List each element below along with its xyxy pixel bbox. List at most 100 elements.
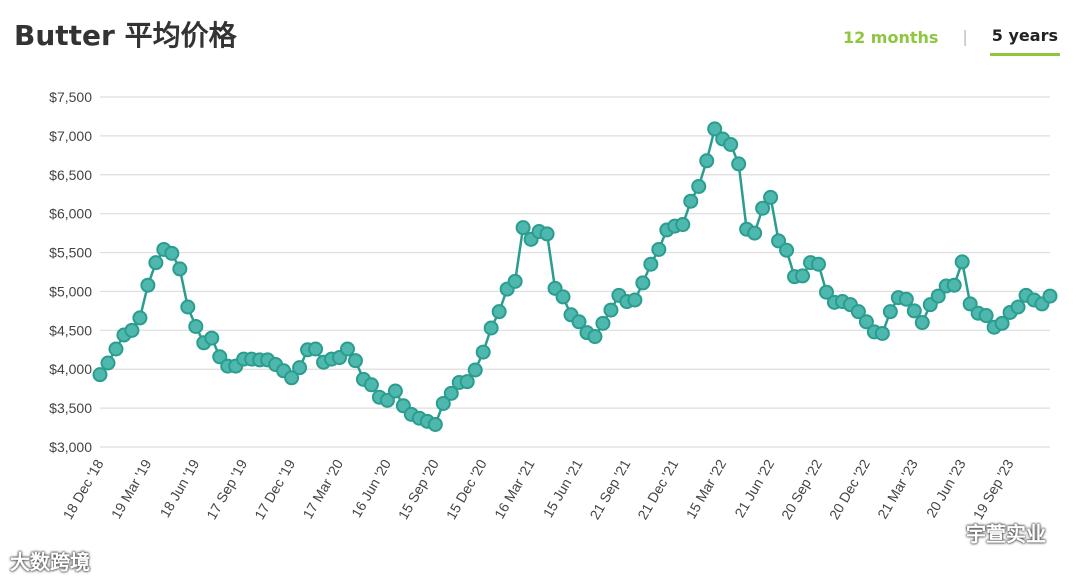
x-tick-label: 20 Sep '22 xyxy=(778,456,825,522)
x-tick-label: 18 Jun '19 xyxy=(156,456,202,520)
data-point[interactable] xyxy=(994,315,1010,331)
data-point[interactable] xyxy=(858,314,874,330)
y-tick-label: $6,000 xyxy=(49,206,92,222)
watermark-left: 大数跨境 xyxy=(10,550,90,574)
data-point[interactable] xyxy=(954,254,970,270)
y-tick-label: $5,500 xyxy=(49,245,92,261)
data-point[interactable] xyxy=(1042,288,1058,304)
data-point[interactable] xyxy=(132,310,148,326)
y-tick-label: $7,000 xyxy=(49,128,92,144)
data-point[interactable] xyxy=(379,392,395,408)
data-point[interactable] xyxy=(699,153,715,169)
data-point[interactable] xyxy=(763,189,779,205)
data-point[interactable] xyxy=(571,314,587,330)
data-point[interactable] xyxy=(308,341,324,357)
range-tabs: 12 months | 5 years xyxy=(841,24,1060,56)
data-point[interactable] xyxy=(635,275,651,291)
data-point[interactable] xyxy=(595,315,611,331)
data-point[interactable] xyxy=(731,156,747,172)
data-point[interactable] xyxy=(475,344,491,360)
data-point[interactable] xyxy=(539,226,555,242)
data-point[interactable] xyxy=(292,360,308,376)
data-point[interactable] xyxy=(795,268,811,284)
data-point[interactable] xyxy=(898,291,914,307)
data-point[interactable] xyxy=(850,304,866,320)
data-point[interactable] xyxy=(435,395,451,411)
data-point[interactable] xyxy=(555,289,571,305)
y-tick-label: $4,000 xyxy=(49,361,92,377)
chart-title: Butter 平均价格 xyxy=(14,19,237,52)
data-point[interactable] xyxy=(92,367,108,383)
data-point[interactable] xyxy=(483,320,499,336)
data-point[interactable] xyxy=(467,362,483,378)
data-point[interactable] xyxy=(188,318,204,334)
data-point[interactable] xyxy=(507,273,523,289)
y-tick-label: $7,500 xyxy=(49,89,92,105)
data-point[interactable] xyxy=(627,292,643,308)
x-tick-label: 16 Mar '21 xyxy=(491,456,538,521)
data-point[interactable] xyxy=(108,341,124,357)
data-point[interactable] xyxy=(284,370,300,386)
data-point[interactable] xyxy=(930,288,946,304)
y-tick-label: $3,500 xyxy=(49,400,92,416)
y-tick-label: $5,000 xyxy=(49,283,92,299)
x-tick-label: 20 Dec '22 xyxy=(826,456,873,522)
data-point[interactable] xyxy=(755,200,771,216)
data-point[interactable] xyxy=(874,325,890,341)
data-point[interactable] xyxy=(675,217,691,233)
data-point[interactable] xyxy=(427,416,443,432)
x-tick-label: 19 Mar '19 xyxy=(108,456,155,521)
x-tick-label: 15 Sep '20 xyxy=(395,456,442,522)
data-point[interactable] xyxy=(387,383,403,399)
data-point[interactable] xyxy=(818,284,834,300)
x-tick-label: 15 Jun '21 xyxy=(540,456,586,520)
data-point[interactable] xyxy=(707,121,723,137)
data-point[interactable] xyxy=(347,353,363,369)
data-point[interactable] xyxy=(172,261,188,277)
x-tick-label: 18 Dec '18 xyxy=(59,456,106,522)
tab-separator: | xyxy=(962,26,968,46)
x-tick-label: 20 Jun '23 xyxy=(923,456,969,520)
data-point[interactable] xyxy=(978,308,994,324)
data-point[interactable] xyxy=(491,304,507,320)
data-point[interactable] xyxy=(946,277,962,293)
price-points xyxy=(92,121,1058,432)
x-tick-label: 21 Dec '21 xyxy=(634,456,681,522)
data-point[interactable] xyxy=(164,245,180,261)
data-point[interactable] xyxy=(683,193,699,209)
data-point[interactable] xyxy=(651,241,667,257)
data-point[interactable] xyxy=(124,322,140,338)
data-point[interactable] xyxy=(140,277,156,293)
data-point[interactable] xyxy=(100,355,116,371)
data-point[interactable] xyxy=(603,302,619,318)
data-point[interactable] xyxy=(1010,299,1026,315)
data-point[interactable] xyxy=(691,178,707,194)
data-point[interactable] xyxy=(148,255,164,271)
data-point[interactable] xyxy=(962,296,978,312)
data-point[interactable] xyxy=(643,256,659,272)
data-point[interactable] xyxy=(459,374,475,390)
data-point[interactable] xyxy=(771,233,787,249)
y-tick-label: $6,500 xyxy=(49,167,92,183)
tab-12-months[interactable]: 12 months xyxy=(842,27,939,47)
data-point[interactable] xyxy=(779,242,795,258)
y-tick-label: $3,000 xyxy=(49,439,92,455)
data-point[interactable] xyxy=(515,220,531,236)
data-point[interactable] xyxy=(747,225,763,241)
data-point[interactable] xyxy=(587,329,603,345)
data-point[interactable] xyxy=(882,304,898,320)
data-point[interactable] xyxy=(204,330,220,346)
data-point[interactable] xyxy=(906,303,922,319)
data-point[interactable] xyxy=(810,256,826,272)
data-point[interactable] xyxy=(180,299,196,315)
data-point[interactable] xyxy=(339,341,355,357)
tab-5-years[interactable]: 5 years xyxy=(989,24,1060,56)
x-tick-label: 17 Dec '19 xyxy=(251,456,298,522)
data-point[interactable] xyxy=(443,385,459,401)
data-point[interactable] xyxy=(723,136,739,152)
data-point[interactable] xyxy=(363,377,379,393)
data-point[interactable] xyxy=(914,315,930,331)
x-tick-label: 21 Mar '23 xyxy=(874,456,921,521)
data-point[interactable] xyxy=(212,349,228,365)
